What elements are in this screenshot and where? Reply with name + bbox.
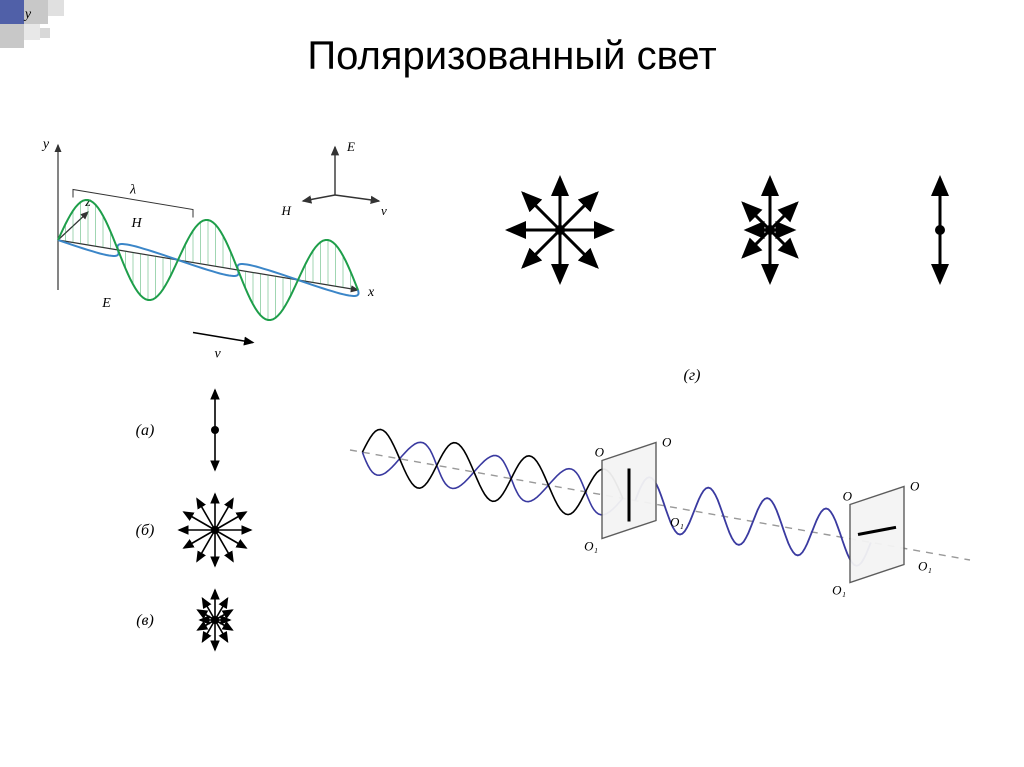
svg-text:O₁: O₁ (918, 559, 932, 574)
svg-text:(а): (а) (136, 422, 155, 439)
svg-text:O₁: O₁ (670, 515, 684, 530)
svg-text:O: O (595, 445, 605, 460)
polarization-mini-1 (179, 494, 251, 566)
svg-text:E⃗: E⃗ (101, 296, 121, 311)
svg-text:E⃗: E⃗ (346, 139, 365, 154)
svg-text:z: z (84, 195, 91, 210)
polarization-rosette-1 (743, 178, 796, 282)
svg-text:O: O (910, 479, 920, 494)
svg-text:O: O (843, 489, 853, 504)
polarization-mini-0 (211, 390, 219, 470)
coord-inset: E⃗ H⃗ v⃗ (281, 139, 397, 218)
em-wave-diagram: y x z λ H⃗ E⃗ v⃗ (41, 137, 375, 362)
diagram-canvas: y x z λ H⃗ E⃗ v⃗y E⃗ H⃗ v⃗ (а) (б) (в) O O₁ O₁ O O O₁ O₁ O (г… (0, 0, 1024, 767)
polarization-rosette-2 (935, 178, 945, 282)
svg-text:y: y (41, 137, 50, 152)
svg-text:O₁: O₁ (584, 539, 598, 554)
svg-text:λ: λ (129, 183, 136, 198)
corner-decoration (0, 0, 80, 56)
svg-text:(в): (в) (136, 612, 154, 629)
svg-text:x: x (367, 285, 375, 300)
svg-text:(г): (г) (684, 367, 701, 384)
polarizer-chain: O O₁ O₁ O O O₁ O₁ O (350, 429, 970, 597)
svg-text:H⃗: H⃗ (281, 203, 302, 218)
svg-text:O₁: O₁ (832, 583, 846, 598)
polarization-rosette-0 (508, 178, 612, 282)
svg-text:v⃗: v⃗ (214, 347, 231, 362)
polarization-mini-2 (198, 590, 233, 650)
svg-text:O: O (662, 435, 672, 450)
svg-text:(б): (б) (136, 522, 155, 539)
svg-text:v⃗: v⃗ (381, 203, 397, 218)
page-title: Поляризованный свет (0, 0, 1024, 79)
svg-text:H⃗: H⃗ (131, 216, 153, 231)
